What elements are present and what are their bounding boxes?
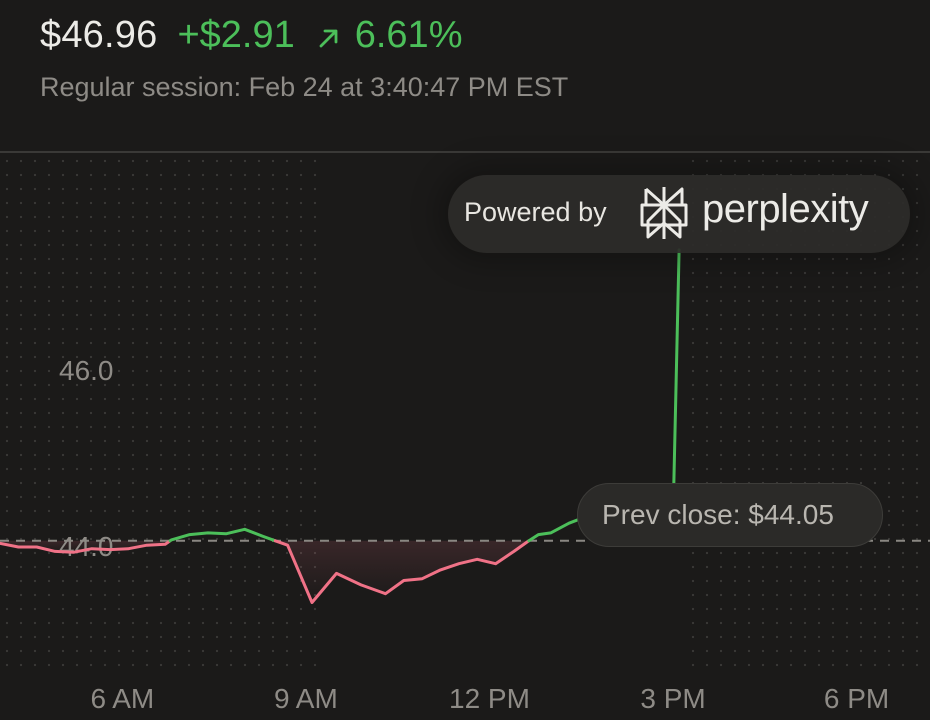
powered-by-label: Powered by <box>464 197 607 227</box>
price-change: +$2.91 <box>177 14 295 56</box>
x-tick-label: 6 PM <box>824 683 889 714</box>
quote-header: $46.96 +$2.91 6.61% Regular session: Feb… <box>0 0 930 152</box>
price-line-below-close <box>273 539 531 604</box>
brand-name: perplexity <box>702 187 869 231</box>
header-divider <box>0 151 930 153</box>
y-tick-label: 44.0 <box>59 531 114 562</box>
x-tick-label: 9 AM <box>274 683 338 714</box>
price-line-below-close <box>0 539 172 554</box>
prev-close-label: Prev close: $44.05 <box>602 499 834 530</box>
powered-by-badge[interactable]: Powered by perplexity <box>448 175 910 253</box>
current-price: $46.96 <box>40 14 158 56</box>
arrow-up-right-icon <box>319 29 338 47</box>
x-tick-label: 12 PM <box>449 683 530 714</box>
below-close-area <box>275 540 529 603</box>
prev-close-badge: Prev close: $44.05 <box>577 483 883 547</box>
y-tick-label: 46.0 <box>59 355 114 386</box>
x-tick-label: 6 AM <box>90 683 154 714</box>
percent-change: 6.61% <box>354 14 463 56</box>
x-tick-label: 3 PM <box>640 683 705 714</box>
below-close-area <box>0 540 171 553</box>
price-line-above-close <box>168 527 277 543</box>
perplexity-logo-icon <box>640 187 688 239</box>
grid-dots-left <box>0 153 318 673</box>
price-row: $46.96 +$2.91 6.61% <box>40 14 462 57</box>
session-timestamp: Regular session: Feb 24 at 3:40:47 PM ES… <box>40 72 569 102</box>
